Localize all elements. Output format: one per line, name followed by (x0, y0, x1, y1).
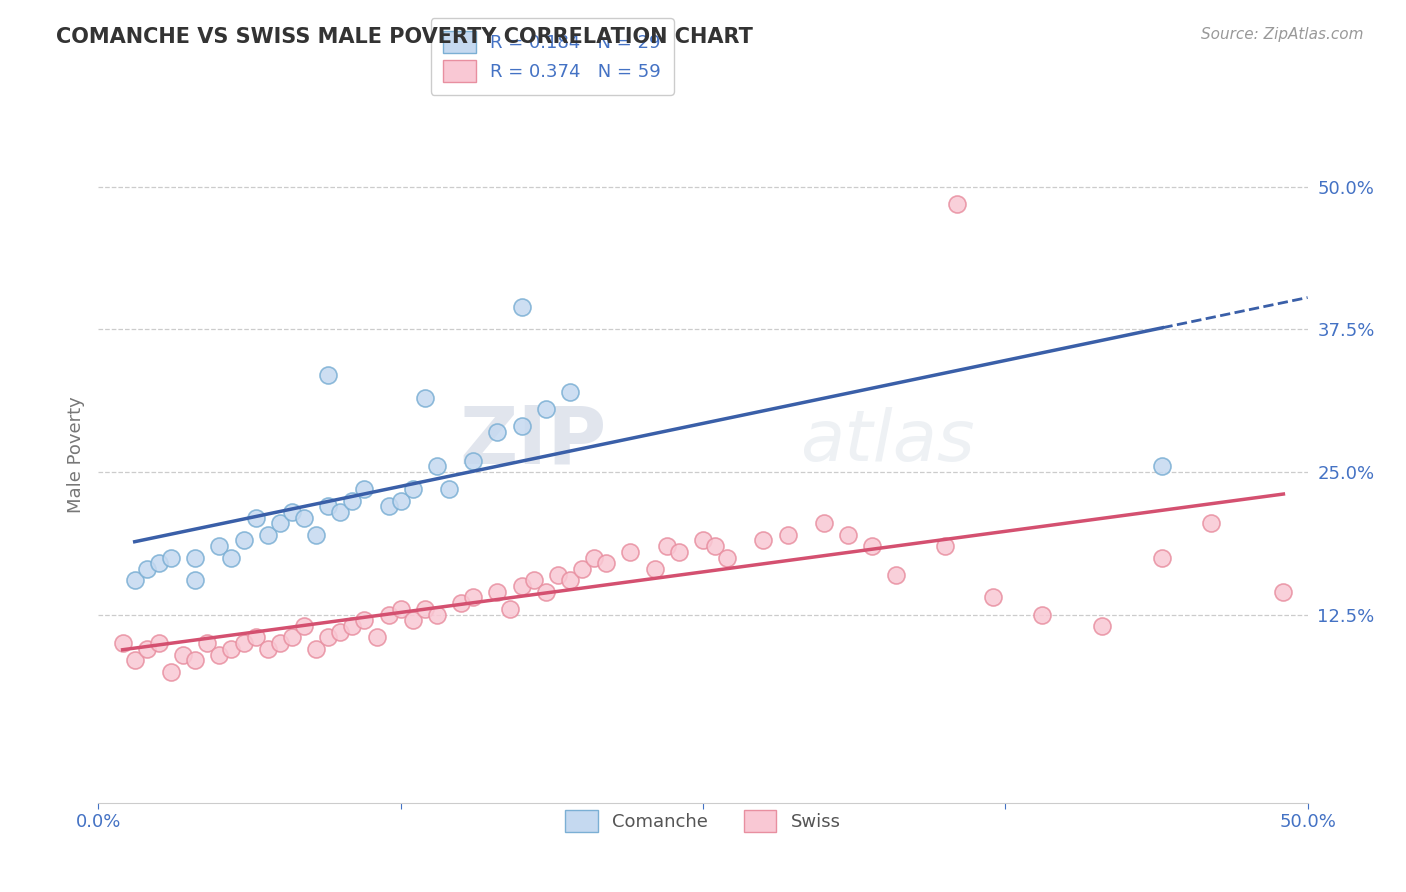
Point (305, 528, 328, 542)
Point (256, 641, 278, 656)
Point (523, 574, 546, 588)
Point (463, 591, 485, 605)
Point (655, 539, 678, 553)
Point (184, 653, 207, 667)
Point (316, 500, 339, 514)
Point (595, 556, 617, 570)
Legend: Comanche, Swiss: Comanche, Swiss (558, 803, 848, 839)
Text: ZIP: ZIP (458, 402, 606, 480)
Point (135, 641, 157, 656)
Point (426, 459, 449, 474)
Point (510, 579, 533, 593)
Point (498, 602, 520, 616)
Point (558, 574, 581, 588)
Point (172, 648, 194, 662)
Point (946, 197, 969, 211)
Point (1272, 584, 1295, 599)
Point (1152, 550, 1174, 565)
Point (486, 584, 509, 599)
Point (292, 510, 315, 524)
Point (208, 539, 231, 553)
Point (692, 533, 714, 548)
Point (184, 550, 207, 565)
Point (305, 641, 328, 656)
Point (716, 550, 738, 565)
Point (860, 539, 883, 553)
Point (366, 631, 388, 645)
Point (245, 510, 267, 524)
Point (269, 636, 291, 650)
Point (353, 613, 375, 627)
Point (281, 631, 304, 645)
Point (342, 619, 364, 633)
Point (281, 505, 304, 519)
Point (402, 482, 425, 496)
Point (463, 453, 485, 467)
Point (813, 516, 835, 531)
Point (644, 562, 666, 576)
Point (377, 607, 399, 622)
Point (232, 533, 254, 548)
Point (195, 636, 218, 650)
Point (558, 385, 581, 400)
Point (1152, 459, 1174, 474)
Point (426, 607, 449, 622)
Point (389, 602, 412, 616)
Point (668, 545, 690, 559)
Point (413, 602, 436, 616)
Point (389, 493, 412, 508)
Point (837, 528, 859, 542)
Point (534, 584, 557, 599)
Y-axis label: Male Poverty: Male Poverty (66, 397, 84, 513)
Point (329, 505, 352, 519)
Point (981, 591, 1004, 605)
Point (208, 648, 231, 662)
Point (583, 550, 606, 565)
Point (377, 500, 399, 514)
Point (704, 539, 727, 553)
Point (269, 516, 291, 531)
Point (329, 624, 352, 639)
Text: atlas: atlas (800, 407, 974, 475)
Text: COMANCHE VS SWISS MALE POVERTY CORRELATION CHART: COMANCHE VS SWISS MALE POVERTY CORRELATI… (56, 27, 754, 46)
Point (316, 631, 339, 645)
Point (450, 596, 472, 610)
Point (1199, 516, 1222, 531)
Point (256, 528, 278, 542)
Point (184, 574, 207, 588)
Point (1091, 619, 1114, 633)
Point (571, 562, 593, 576)
Point (934, 539, 956, 553)
Point (245, 631, 267, 645)
Point (547, 567, 569, 582)
Point (486, 425, 509, 439)
Point (353, 482, 375, 496)
Point (232, 636, 254, 650)
Point (135, 562, 157, 576)
Point (316, 368, 339, 382)
Point (776, 528, 799, 542)
Point (342, 493, 364, 508)
Point (886, 567, 908, 582)
Point (752, 533, 775, 548)
Point (402, 613, 425, 627)
Text: Source: ZipAtlas.com: Source: ZipAtlas.com (1201, 27, 1364, 42)
Point (160, 550, 183, 565)
Point (437, 482, 460, 496)
Point (619, 545, 641, 559)
Point (148, 636, 170, 650)
Point (1031, 607, 1053, 622)
Point (292, 619, 315, 633)
Point (510, 300, 533, 314)
Point (510, 419, 533, 434)
Point (413, 391, 436, 405)
Point (160, 665, 183, 679)
Point (124, 574, 146, 588)
Point (124, 653, 146, 667)
Point (148, 556, 170, 570)
Point (534, 402, 557, 417)
Point (111, 636, 134, 650)
Point (221, 550, 243, 565)
Point (221, 641, 243, 656)
